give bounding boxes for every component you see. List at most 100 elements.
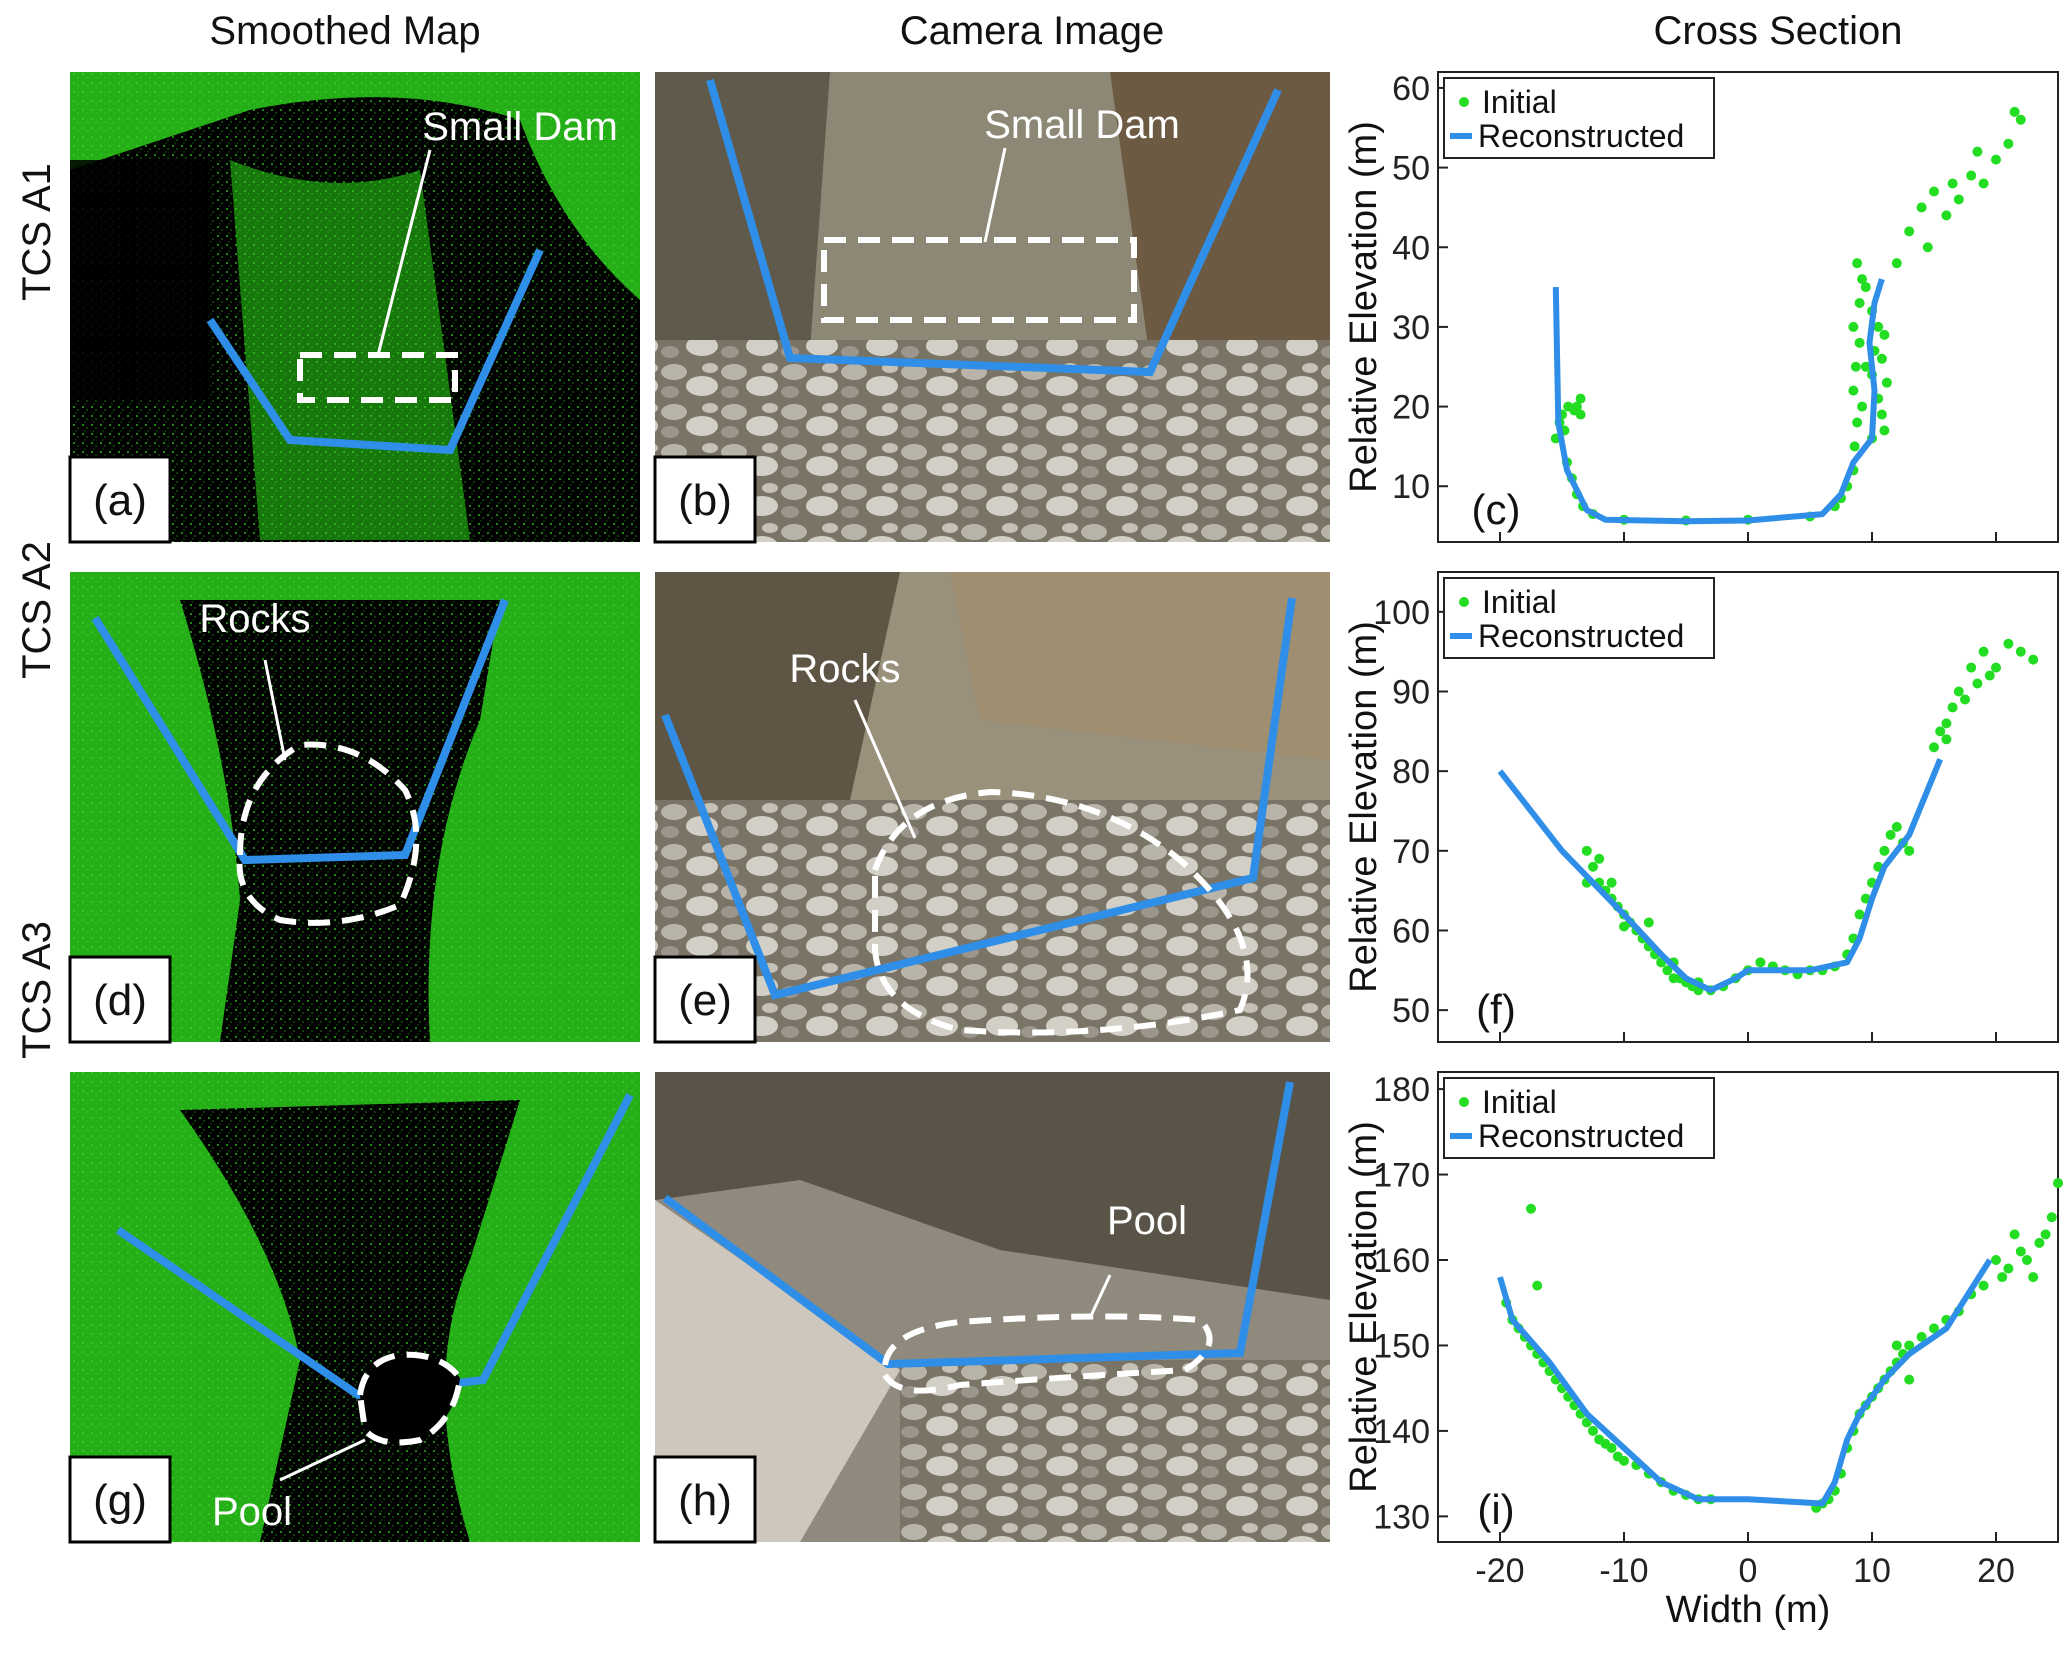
annotation-small-dam-camera: Small Dam <box>984 103 1180 147</box>
initial-point <box>2009 1229 2020 1240</box>
initial-point <box>1922 242 1933 253</box>
initial-point <box>1929 742 1939 753</box>
initial-point <box>1997 1272 2008 1283</box>
initial-point <box>1947 702 1958 713</box>
y-tick-label: 10 <box>1392 468 1430 506</box>
initial-point <box>1891 258 1902 269</box>
initial-point <box>1619 1455 1629 1466</box>
reconstructed-line <box>1552 278 1885 525</box>
column-title-camera-image: Camera Image <box>900 9 1165 53</box>
x-tick-label: -10 <box>1599 1552 1648 1590</box>
initial-point <box>1904 226 1915 237</box>
initial-point <box>1606 877 1617 888</box>
panel-label-g: (g) <box>93 1476 147 1525</box>
initial-point <box>2015 114 2026 125</box>
initial-point <box>2003 638 2014 649</box>
smoothed-map-panel-a: Small Dam (a) <box>68 72 640 544</box>
initial-point <box>2046 1212 2057 1223</box>
annotation-small-dam-map: Small Dam <box>422 105 618 149</box>
initial-point <box>1857 401 1868 412</box>
initial-point <box>1972 146 1983 157</box>
panel-label: (c) <box>1472 486 1521 533</box>
initial-point <box>1873 321 1884 332</box>
x-axis-label: Width (m) <box>1666 1589 1831 1631</box>
smoothed-map-panel-g: Pool (g) <box>68 1072 640 1544</box>
legend-reconstructed-label: Reconstructed <box>1478 1118 1684 1154</box>
reconstructed-line <box>1497 1258 1993 1507</box>
legend-initial-label: Initial <box>1482 84 1557 120</box>
initial-point <box>1860 361 1871 372</box>
legend-reconstructed-label: Reconstructed <box>1478 118 1684 154</box>
initial-point <box>1571 401 1582 412</box>
initial-point <box>1941 718 1952 729</box>
legend-initial-label: Initial <box>1482 1084 1557 1120</box>
initial-point <box>1904 845 1915 856</box>
initial-point <box>2028 1272 2039 1283</box>
initial-point <box>1991 154 2001 165</box>
panel-label-d: (d) <box>93 976 147 1025</box>
annotation-rocks-camera: Rocks <box>789 647 900 691</box>
initial-point <box>1953 686 1964 697</box>
annotation-pool-map: Pool <box>212 1490 292 1534</box>
initial-point <box>1857 274 1868 285</box>
initial-point <box>2028 654 2039 665</box>
initial-point <box>1575 393 1586 404</box>
initial-point <box>2003 1263 2014 1274</box>
y-tick-label: 180 <box>1373 1071 1430 1109</box>
initial-point <box>1904 1374 1915 1385</box>
y-axis-label: Relative Elevation (m) <box>1343 1121 1385 1493</box>
initial-point <box>1588 861 1598 872</box>
initial-point <box>2040 1229 2051 1240</box>
row-label-tcs-a1: TCS A1 <box>15 163 59 301</box>
initial-point <box>1606 1443 1617 1453</box>
initial-point <box>1848 321 1859 332</box>
x-tick-label: 10 <box>1853 1552 1891 1590</box>
panel-label-e: (e) <box>678 976 732 1025</box>
reconstructed-line <box>1497 758 1943 994</box>
initial-point <box>1854 337 1865 348</box>
initial-point <box>1879 425 1890 436</box>
initial-point <box>2034 1237 2045 1248</box>
y-tick-label: 50 <box>1392 150 1430 188</box>
x-tick-label: 20 <box>1977 1552 2015 1590</box>
initial-point <box>1526 1203 1536 1214</box>
initial-point <box>1532 1280 1543 1291</box>
y-tick-label: 150 <box>1373 1327 1430 1365</box>
initial-point <box>1581 845 1592 856</box>
y-tick-label: 160 <box>1373 1242 1430 1280</box>
initial-point <box>1662 965 1673 976</box>
initial-point <box>1966 170 1977 181</box>
initial-point <box>1904 1340 1915 1351</box>
y-tick-label: 130 <box>1373 1498 1430 1536</box>
initial-point <box>1978 1280 1989 1291</box>
initial-point <box>2015 1246 2026 1257</box>
initial-point <box>2015 646 2026 657</box>
initial-point <box>1852 417 1863 428</box>
smoothed-map-panel-d: Rocks (d) <box>68 572 640 1044</box>
initial-point <box>1852 258 1863 269</box>
y-tick-label: 40 <box>1392 229 1430 267</box>
y-tick-label: 80 <box>1392 753 1430 791</box>
initial-point <box>1941 734 1952 745</box>
initial-point <box>1929 1323 1939 1334</box>
y-tick-label: 90 <box>1392 673 1430 711</box>
initial-point <box>1755 957 1766 968</box>
initial-point <box>1885 829 1896 840</box>
initial-point <box>1978 646 1989 657</box>
panel-label-b: (b) <box>678 476 732 525</box>
initial-point <box>1643 917 1654 928</box>
y-tick-label: 140 <box>1373 1413 1430 1451</box>
initial-point <box>1916 202 1927 213</box>
initial-point <box>1594 853 1605 864</box>
legend-initial-marker <box>1459 97 1469 107</box>
initial-point <box>1876 409 1887 420</box>
initial-point <box>1849 441 1860 452</box>
legend-initial-label: Initial <box>1482 584 1557 620</box>
initial-point <box>1947 178 1958 189</box>
y-tick-label: 30 <box>1392 309 1430 347</box>
y-tick-label: 50 <box>1392 992 1430 1030</box>
annotation-pool-camera: Pool <box>1107 1199 1187 1243</box>
camera-image-panel-e: Rocks (e) <box>653 572 1330 1044</box>
